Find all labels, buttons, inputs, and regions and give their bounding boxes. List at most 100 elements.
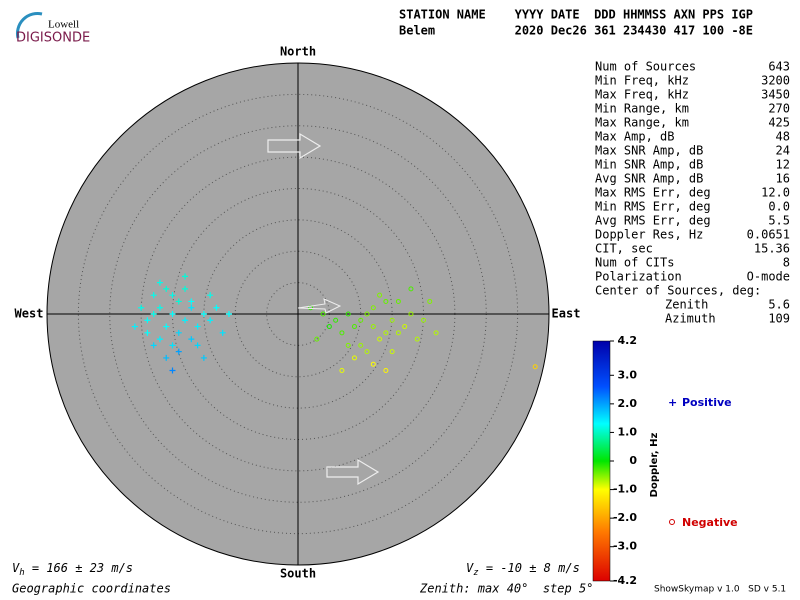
source-positive: [144, 329, 151, 336]
drift-arrow: [267, 132, 322, 160]
stat-value: 3450: [761, 88, 790, 102]
stat-label: Azimuth: [665, 312, 716, 326]
source-negative: [389, 349, 395, 355]
stat-value: 5.6: [768, 298, 790, 312]
header-values: Belem 2020 Dec26 361 234430 417 100 -8E: [399, 24, 753, 38]
source-negative: [326, 324, 332, 330]
source-positive: [169, 292, 176, 299]
source-positive: [219, 329, 226, 336]
colorbar-tick-label: -1.0: [613, 483, 637, 496]
stat-label: Min Range, km: [595, 102, 689, 116]
stat-value: 109: [768, 312, 790, 326]
source-positive: [200, 311, 207, 317]
source-negative: [395, 298, 401, 304]
colorbar-tick-label: 1.0: [618, 425, 638, 438]
source-negative: [383, 298, 389, 304]
source-positive: [175, 348, 182, 355]
stat-label: Min RMS Err, deg: [595, 200, 711, 214]
source-negative: [383, 367, 389, 373]
stat-label: Zenith: [665, 298, 708, 312]
source-negative: [333, 317, 339, 323]
stat-value: 15.36: [754, 242, 790, 256]
source-positive: [175, 329, 182, 336]
source-positive: [150, 342, 157, 349]
stat-value: 12: [776, 158, 790, 172]
colorbar-tick-label: -4.2: [613, 574, 637, 587]
header-labels: STATION NAME YYYY DATE DDD HHMMSS AXN PP…: [399, 8, 753, 22]
stat-value: 425: [768, 116, 790, 130]
source-positive: [213, 304, 220, 311]
source-positive: [163, 323, 170, 330]
source-negative: [370, 324, 376, 330]
source-negative: [408, 311, 414, 317]
stat-value: 3200: [761, 74, 790, 88]
stat-value: 0.0: [768, 200, 790, 214]
stat-label: Num of Sources: [595, 60, 696, 74]
compass-east: East: [552, 307, 581, 321]
source-negative: [532, 364, 538, 370]
stat-value: 270: [768, 102, 790, 116]
logo-arc: [16, 12, 43, 39]
source-positive: [225, 311, 232, 317]
source-positive: [200, 354, 207, 361]
stat-label: Num of CITs: [595, 256, 674, 270]
vz: Vz = -10 ± 8 m/s: [466, 561, 580, 578]
legend-negative: Negative: [682, 516, 738, 529]
source-negative: [433, 330, 439, 336]
source-negative: [364, 311, 370, 317]
source-negative: [358, 317, 364, 323]
stat-label: CIT, sec: [595, 242, 653, 256]
source-negative: [408, 286, 414, 292]
source-positive: [194, 323, 201, 330]
source-negative: [383, 330, 389, 336]
stat-value: 48: [776, 130, 790, 144]
source-positive: [156, 336, 163, 343]
source-negative: [370, 305, 376, 311]
source-positive: [182, 285, 189, 292]
stat-value: 643: [768, 60, 790, 74]
source-negative: [345, 342, 351, 348]
source-negative: [339, 330, 345, 336]
compass-south: South: [280, 567, 316, 581]
source-positive: [150, 292, 157, 299]
coordinates-note: Geographic coordinates: [12, 582, 171, 596]
stat-label: Max Freq, kHz: [595, 88, 689, 102]
source-positive: [175, 298, 182, 305]
source-negative: [427, 298, 433, 304]
source-positive: [188, 304, 195, 311]
logo-top: Lowell: [48, 19, 79, 31]
stat-label: Min Freq, kHz: [595, 74, 689, 88]
stat-value: 5.5: [768, 214, 790, 228]
source-negative: [395, 330, 401, 336]
stat-label: Max Amp, dB: [595, 130, 674, 144]
source-negative: [364, 349, 370, 355]
stat-value: 24: [776, 144, 790, 158]
stat-value: O-mode: [747, 270, 790, 284]
source-positive: [182, 317, 189, 324]
source-positive: [156, 279, 163, 286]
source-positive: [131, 323, 138, 330]
source-positive: [207, 292, 214, 299]
stat-label: Doppler Res, Hz: [595, 228, 703, 242]
stat-label: Max SNR Amp, dB: [595, 144, 703, 158]
source-negative: [377, 292, 383, 298]
colorbar-tick-label: 3.0: [618, 368, 638, 381]
source-negative: [370, 361, 376, 367]
colorbar-label: Doppler, Hz: [649, 433, 660, 498]
colorbar-tick-label: 4.2: [618, 334, 638, 347]
colorbar-tick-label: 0: [629, 454, 637, 467]
colorbar-tick-label: 2.0: [618, 397, 638, 410]
source-negative: [421, 317, 426, 323]
source-positive: [163, 354, 170, 361]
stat-value: 12.0: [761, 186, 790, 200]
source-negative: [389, 317, 395, 323]
source-negative: [320, 311, 326, 317]
source-positive: [194, 342, 201, 349]
source-positive: [144, 317, 151, 324]
version: ShowSkymap v 1.0 SD v 5.1: [654, 585, 786, 595]
source-negative: [351, 355, 357, 361]
source-negative: [351, 324, 357, 330]
source-positive: [138, 304, 145, 311]
source-positive: [188, 298, 195, 305]
